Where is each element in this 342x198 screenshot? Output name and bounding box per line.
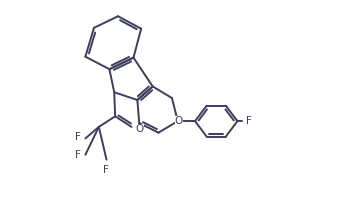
Text: O: O [135, 124, 144, 134]
Text: O: O [174, 116, 183, 126]
Text: F: F [75, 132, 81, 143]
Text: F: F [246, 116, 252, 126]
Text: F: F [103, 165, 108, 175]
Text: F: F [75, 150, 81, 160]
